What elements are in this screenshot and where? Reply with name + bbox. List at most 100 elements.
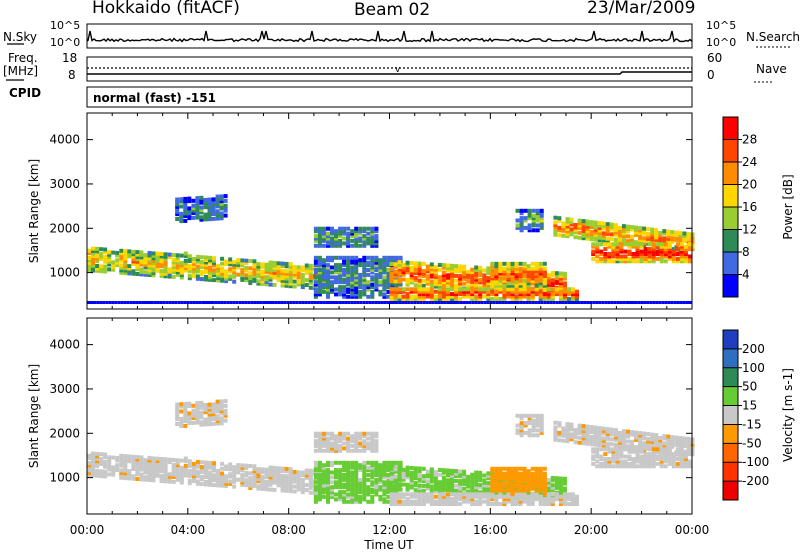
velocity-cell xyxy=(374,482,379,487)
power-cell xyxy=(405,277,410,282)
power-cell xyxy=(609,237,614,242)
power-cell xyxy=(431,301,435,304)
velocity-cell xyxy=(558,494,563,499)
velocity-cell xyxy=(215,407,220,411)
power-cell xyxy=(338,226,343,231)
power-cell xyxy=(334,265,338,270)
power-cell xyxy=(682,231,687,236)
power-cell xyxy=(87,268,91,273)
velocity-cell xyxy=(99,462,104,466)
power-cell xyxy=(370,265,375,270)
power-cell xyxy=(454,297,458,301)
velocity-cell xyxy=(514,483,519,488)
power-cell xyxy=(510,294,515,299)
power-cell xyxy=(537,301,541,304)
power-cell xyxy=(350,292,355,297)
power-cell xyxy=(478,278,483,282)
power-cell xyxy=(240,268,245,273)
power-cell xyxy=(260,264,265,269)
velocity-cell xyxy=(95,471,100,476)
velocity-cell xyxy=(526,474,531,479)
velocity-cell xyxy=(534,471,539,476)
velocity-cell xyxy=(232,465,237,470)
velocity-cell xyxy=(478,492,483,497)
power-cell xyxy=(562,292,567,297)
velocity-cell xyxy=(466,477,471,482)
velocity-cell xyxy=(562,489,567,493)
power-cell xyxy=(456,301,459,304)
velocity-cell xyxy=(382,492,387,497)
power-cell xyxy=(223,213,228,218)
power-cell xyxy=(370,260,375,265)
velocity-cell xyxy=(300,480,305,485)
power-cell xyxy=(212,268,216,273)
power-cell xyxy=(248,273,253,278)
velocity-cell xyxy=(220,471,225,476)
power-cell xyxy=(393,262,398,267)
velocity-cell xyxy=(626,429,630,434)
velocity-cell xyxy=(370,436,375,441)
power-cell xyxy=(609,232,614,237)
velocity-cell xyxy=(514,481,519,486)
power-cell xyxy=(370,282,375,287)
velocity-cell xyxy=(135,455,140,460)
velocity-cell xyxy=(498,502,503,506)
power-cell xyxy=(413,266,418,271)
velocity-cell xyxy=(666,434,671,439)
power-cell xyxy=(91,253,95,258)
velocity-cell xyxy=(370,468,375,473)
velocity-cell xyxy=(163,459,168,464)
power-cell xyxy=(655,256,660,261)
power-cell xyxy=(458,279,463,283)
power-cell xyxy=(615,242,620,247)
velocity-cell xyxy=(240,478,245,482)
power-cell xyxy=(224,259,229,264)
power-cell xyxy=(441,297,446,301)
velocity-cell xyxy=(393,479,398,484)
velocity-cell xyxy=(354,494,359,499)
velocity-cell xyxy=(421,476,426,481)
power-cell xyxy=(605,222,610,227)
velocity-cell xyxy=(103,455,108,459)
power-cell xyxy=(522,289,527,294)
velocity-cell xyxy=(219,404,224,409)
velocity-cell xyxy=(498,469,503,474)
velocity-cell xyxy=(95,451,100,456)
velocity-cell xyxy=(296,475,301,480)
velocity-cell xyxy=(292,472,297,477)
velocity-cell xyxy=(338,434,343,439)
power-cell xyxy=(330,287,334,292)
velocity-cell xyxy=(151,468,156,473)
velocity-cell xyxy=(147,470,152,475)
velocity-cell xyxy=(658,440,663,445)
velocity-cell xyxy=(155,466,160,471)
velocity-cell xyxy=(95,454,100,459)
velocity-cell xyxy=(466,497,471,502)
velocity-cell xyxy=(163,474,168,479)
velocity-cell xyxy=(95,469,100,473)
velocity-cell xyxy=(558,476,563,481)
velocity-cell xyxy=(561,433,566,438)
power-cell xyxy=(342,272,347,277)
power-cell xyxy=(514,283,519,288)
velocity-cell xyxy=(163,462,168,467)
velocity-cell xyxy=(650,439,655,444)
velocity-cell xyxy=(386,468,391,473)
power-cell xyxy=(585,226,590,231)
velocity-cell xyxy=(276,483,281,488)
velocity-cell xyxy=(538,476,543,481)
power-cell xyxy=(490,292,495,297)
velocity-cell xyxy=(312,491,317,496)
velocity-cell xyxy=(554,476,559,481)
power-cell xyxy=(526,266,531,271)
velocity-cell xyxy=(330,490,334,495)
velocity-cell xyxy=(321,439,326,444)
velocity-cell xyxy=(167,472,172,477)
velocity-cell xyxy=(326,497,330,502)
power-cell xyxy=(482,278,487,283)
velocity-cell xyxy=(642,441,647,446)
velocity-cell xyxy=(272,465,277,470)
power-cell xyxy=(191,264,196,269)
power-cell xyxy=(175,204,180,209)
power-cell xyxy=(486,281,491,285)
